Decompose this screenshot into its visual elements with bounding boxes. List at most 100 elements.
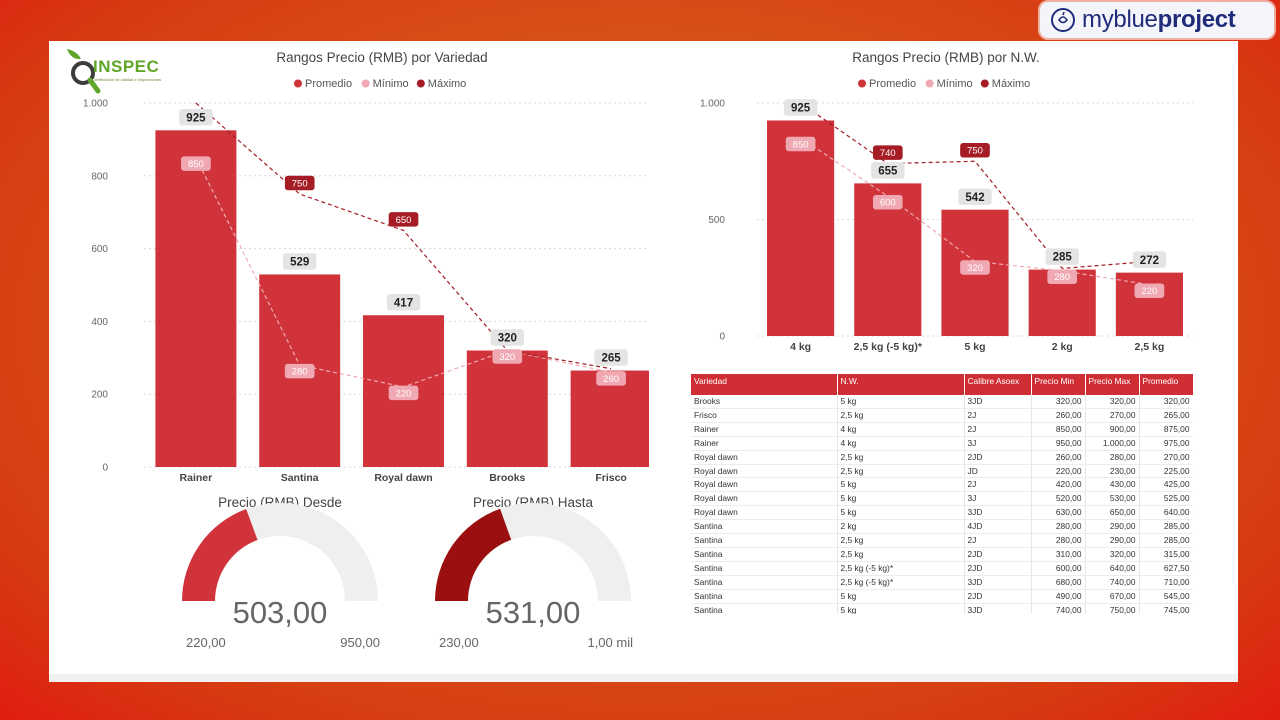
brand-logo: myblue project (1040, 2, 1274, 38)
line-minimo (800, 137, 1150, 286)
table-cell: 315,00 (1139, 547, 1193, 562)
table-cell: Rainer (691, 436, 838, 451)
label-promedio-bg (179, 109, 213, 126)
x-tick-label: 2,5 kg (-5 kg)* (854, 341, 923, 353)
y-tick-label: 1.000 (83, 99, 108, 110)
label-maximo: 740 (880, 148, 896, 159)
table-cell: 2,5 kg (837, 408, 965, 423)
column-header[interactable]: Calibre Asoex (964, 374, 1032, 395)
bar-promedio[interactable] (767, 120, 835, 336)
label-minimo-bg (1047, 269, 1078, 285)
table-row[interactable]: Santina 5 kg 3JD 740,00 750,00 745,00 (691, 603, 1193, 614)
label-minimo: 220 (1141, 286, 1157, 297)
table-cell: 2,5 kg (837, 547, 965, 562)
label-minimo-bg (388, 385, 419, 401)
table-cell: 745,00 (1139, 603, 1193, 614)
label-promedio-bg (958, 188, 992, 205)
column-header[interactable]: Promedio (1139, 374, 1193, 395)
table-cell: 2JD (964, 561, 1032, 576)
table-cell: 5 kg (837, 491, 965, 507)
table-row[interactable]: Santina 5 kg 2JD 490,00 670,00 545,00 (691, 589, 1193, 604)
table-cell: 680,00 (1031, 575, 1086, 590)
y-tick-label: 800 (91, 171, 108, 182)
bar-promedio[interactable] (854, 183, 922, 336)
table-row[interactable]: Royal dawn 2,5 kg 2JD 260,00 280,00 270,00 (691, 450, 1193, 465)
bar-promedio[interactable] (466, 350, 548, 467)
apple-icon (1051, 8, 1075, 32)
table-row[interactable]: Royal dawn 5 kg 3JD 630,00 650,00 640,00 (691, 505, 1193, 521)
table-row[interactable]: Royal dawn 2,5 kg JD 220,00 230,00 225,00 (691, 464, 1193, 479)
table-cell: 627,50 (1139, 561, 1193, 576)
label-maximo-bg (284, 175, 315, 191)
inspec-logo: INSPEC Certificación de calidad e Inspec… (61, 45, 171, 95)
table-row[interactable]: Royal dawn 5 kg 2J 420,00 430,00 425,00 (691, 477, 1193, 493)
label-promedio-bg (386, 293, 421, 311)
table-row[interactable]: Santina 2,5 kg (-5 kg)* 2JD 600,00 640,00 627… (691, 561, 1193, 576)
table-cell: 600,00 (1031, 561, 1086, 576)
column-header[interactable]: N.W. (837, 374, 965, 395)
label-promedio: 529 (290, 257, 309, 269)
table-row[interactable]: Rainer 4 kg 2J 850,00 900,00 875,00 (691, 422, 1193, 437)
bar-promedio[interactable] (941, 209, 1009, 336)
bar-promedio[interactable] (1028, 269, 1096, 336)
label-minimo: 220 (396, 388, 412, 399)
table-cell: 950,00 (1031, 436, 1086, 451)
bar-promedio[interactable] (155, 130, 237, 468)
table-cell: 290,00 (1085, 533, 1140, 548)
table-header-row: Variedad N.W. Calibre Asoex Precio Min Preci… (691, 374, 1193, 395)
chart-legend[interactable]: Promedio Mínimo Máximo (294, 78, 466, 90)
table-cell: 3JD (964, 395, 1032, 409)
gauge-min-label: 220,00 (186, 635, 226, 650)
column-header[interactable]: Precio Min (1031, 374, 1086, 395)
table-row[interactable]: Santina 2,5 kg 2J 280,00 290,00 285,00 (691, 533, 1193, 548)
table-cell: Santina (691, 547, 838, 562)
table-cell: 320,00 (1139, 395, 1193, 409)
x-tick-label: Santina (281, 472, 319, 484)
column-header[interactable]: Variedad (691, 374, 838, 395)
label-promedio: 285 (1053, 252, 1073, 264)
table-row[interactable]: Brooks 5 kg 3JD 320,00 320,00 320,00 (691, 395, 1193, 409)
table-cell: 640,00 (1139, 505, 1193, 521)
gauge-title: Precio (RMB) Desde (218, 495, 342, 510)
table-cell: Royal dawn (691, 477, 838, 493)
bottom-strip (49, 674, 1238, 682)
table-row[interactable]: Frisco 2,5 kg 2J 260,00 270,00 265,00 (691, 408, 1193, 423)
gauge-fill[interactable] (435, 508, 512, 601)
table-cell: 310,00 (1031, 547, 1086, 562)
gauges-area: Precio (RMB) Desde 503,00 220,00 950,00 Prec… (182, 495, 633, 650)
table-cell: 5 kg (837, 395, 965, 409)
bar-promedio[interactable] (570, 370, 649, 467)
y-tick-label: 0 (102, 463, 108, 474)
table-cell: 4JD (964, 519, 1032, 535)
logo-subtitle: Certificación de calidad e Inspecciones (92, 77, 162, 82)
table-cell: 2,5 kg (-5 kg)* (837, 575, 965, 590)
x-tick-label: Brooks (489, 472, 525, 484)
table-cell: 2JD (964, 450, 1032, 465)
table-row[interactable]: Santina 2 kg 4JD 280,00 290,00 285,00 (691, 519, 1193, 535)
table-cell: 285,00 (1139, 533, 1193, 548)
table-row[interactable]: Santina 2,5 kg 2JD 310,00 320,00 315,00 (691, 547, 1193, 562)
table-cell: 2J (964, 477, 1032, 493)
bar-promedio[interactable] (1115, 272, 1183, 336)
price-table[interactable]: Variedad N.W. Calibre Asoex Precio Min Preci… (691, 374, 1193, 614)
column-header[interactable]: Precio Max (1085, 374, 1140, 395)
label-minimo-bg (1134, 283, 1165, 298)
chart-legend[interactable]: Promedio Mínimo Máximo (858, 78, 1030, 90)
label-maximo-bg (872, 145, 903, 160)
table-cell: JD (964, 464, 1032, 479)
table-cell: Royal dawn (691, 464, 838, 479)
table-cell: 280,00 (1031, 519, 1086, 535)
x-tick-label: Royal dawn (374, 472, 432, 484)
table-cell: 740,00 (1085, 575, 1140, 590)
table-cell: 650,00 (1085, 505, 1140, 521)
gauge-fill[interactable] (182, 509, 258, 601)
table-row[interactable]: Royal dawn 5 kg 3J 520,00 530,00 525,00 (691, 491, 1193, 507)
legend-marker (361, 79, 370, 88)
table-cell: 670,00 (1085, 589, 1140, 604)
legend-marker (980, 79, 989, 88)
table-row[interactable]: Rainer 4 kg 3J 950,00 1.000,00 975,00 (691, 436, 1193, 451)
table-row[interactable]: Santina 2,5 kg (-5 kg)* 3JD 680,00 740,00 710… (691, 575, 1193, 590)
label-maximo-bg (388, 212, 419, 227)
table-cell: 320,00 (1085, 547, 1140, 562)
gauge-title: Precio (RMB) Hasta (473, 495, 594, 510)
